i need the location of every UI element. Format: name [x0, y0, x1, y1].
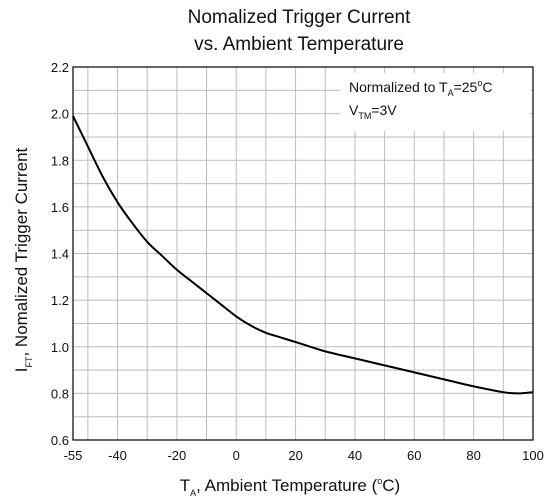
- x-tick-labels: -55 -40 -20 0 20 40 60 80 100: [64, 448, 544, 463]
- x-tick-label: 0: [233, 448, 240, 463]
- x-tick-label: 40: [348, 448, 362, 463]
- y-axis-label: IFT, Nomalized Trigger Current: [12, 147, 34, 372]
- plot-area: [72, 66, 534, 441]
- chart-title-line1: Nomalized Trigger Current: [188, 7, 412, 28]
- x-tick-label: 80: [466, 448, 480, 463]
- y-tick-label: 1.8: [51, 153, 69, 168]
- y-tick-label: 1.4: [51, 247, 69, 262]
- y-tick-label: 2.2: [51, 60, 69, 75]
- x-tick-label: 100: [522, 448, 544, 463]
- y-tick-label: 0.8: [51, 386, 69, 401]
- series-line: [72, 115, 534, 395]
- chart-title-line2: vs. Ambient Temperature: [194, 34, 404, 55]
- y-tick-label: 2.0: [51, 107, 69, 122]
- annotation-line1: Normalized to TA=25oC: [349, 78, 492, 98]
- y-tick-label: 1.6: [51, 200, 69, 215]
- y-tick-labels: 0.6 0.8 1.0 1.2 1.4 1.6 1.8 2.0 2.2: [51, 60, 69, 448]
- x-tick-label: -20: [167, 448, 186, 463]
- x-tick-label: 60: [407, 448, 421, 463]
- x-axis-label: TA, Ambient Temperature (oC): [180, 476, 400, 498]
- annotation-background: [340, 73, 530, 131]
- annotation-line2: VTM=3V: [349, 102, 397, 121]
- x-tick-label: -40: [108, 448, 127, 463]
- x-tick-label: 20: [288, 448, 302, 463]
- x-tick-label: -55: [64, 448, 83, 463]
- y-tick-label: 0.6: [51, 433, 69, 448]
- y-tick-label: 1.0: [51, 340, 69, 355]
- y-tick-label: 1.2: [51, 293, 69, 308]
